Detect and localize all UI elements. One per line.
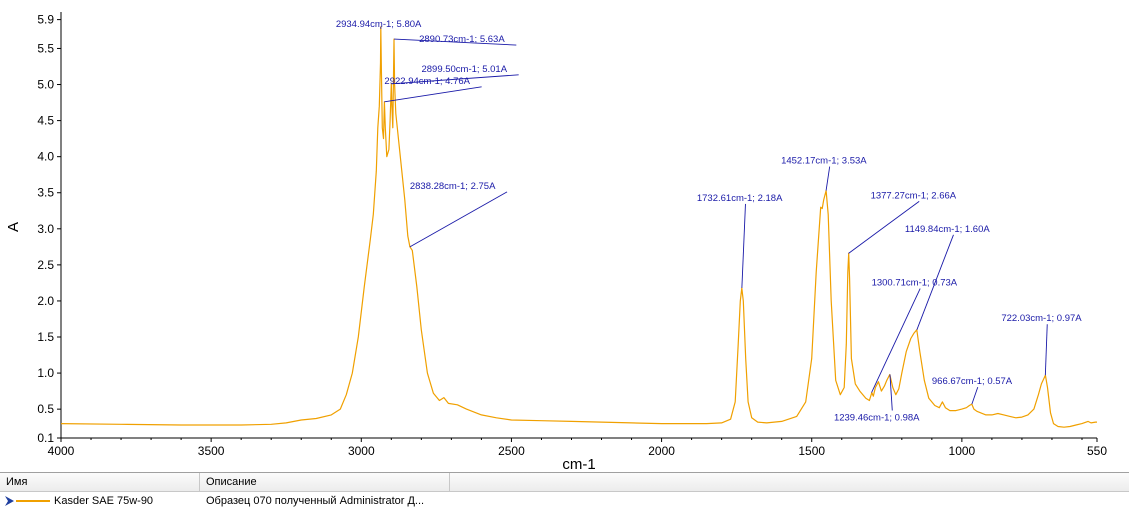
peak-annotation: 2899.50cm-1; 5.01A	[391, 64, 519, 85]
y-tick-label: 5.5	[37, 41, 54, 55]
y-tick-label: 1.5	[37, 330, 54, 344]
peak-label: 1300.71cm-1; 0.73A	[872, 278, 958, 289]
spectrum-chart: 4000 3500 3000 2500 2000 1500 1000 550 0.1 0.5 1.0…	[5, 12, 1107, 472]
peak-label: 2838.28cm-1; 2.75A	[410, 181, 496, 192]
row-name-cell[interactable]: Kasder SAE 75w-90	[0, 492, 200, 510]
peak-label: 1452.17cm-1; 3.53A	[781, 156, 867, 167]
series-color-swatch	[16, 500, 50, 502]
peak-label: 966.67cm-1; 0.57A	[932, 376, 1013, 387]
y-tick-label: 5.0	[37, 78, 54, 92]
x-axis-title: cm-1	[562, 456, 595, 472]
column-header-name[interactable]: Имя	[0, 473, 200, 491]
y-tick-label: 5.9	[37, 13, 54, 27]
peak-leader-line	[848, 200, 920, 254]
y-tick-label: 0.1	[37, 431, 54, 445]
y-tick-label: 2.5	[37, 258, 54, 272]
y-tick-label: 2.0	[37, 294, 54, 308]
peak-label: 2890.73cm-1; 5.63A	[419, 34, 505, 45]
peak-annotation: 2838.28cm-1; 2.75A	[409, 181, 508, 248]
peak-annotation: 1300.71cm-1; 0.73A	[871, 278, 958, 393]
peak-annotation: 1239.46cm-1; 0.98A	[834, 374, 920, 424]
peak-leader-line	[871, 288, 921, 393]
peak-leader-line	[971, 386, 979, 405]
peak-leader-line	[825, 166, 831, 191]
peak-annotation: 722.03cm-1; 0.97A	[1001, 313, 1082, 376]
peak-label: 2922.94cm-1; 4.76A	[384, 76, 470, 87]
column-header-description[interactable]: Описание	[200, 473, 450, 491]
peak-annotation: 1149.84cm-1; 1.60A	[905, 224, 991, 330]
x-tick-label: 3500	[198, 444, 225, 458]
peak-annotation: 2890.73cm-1; 5.63A	[394, 34, 517, 46]
x-tick-label: 3000	[348, 444, 375, 458]
peak-annotation: 2922.94cm-1; 4.76A	[384, 76, 482, 103]
y-axis-title: A	[5, 222, 22, 232]
y-tick-label: 3.5	[37, 186, 54, 200]
peak-annotation: 1377.27cm-1; 2.66A	[848, 190, 957, 254]
y-tick-label: 0.5	[37, 402, 54, 416]
row-pointer-icon	[5, 496, 14, 506]
y-tick-label: 4.0	[37, 150, 54, 164]
peak-leader-line	[889, 374, 893, 411]
peak-annotation: 1452.17cm-1; 3.53A	[781, 156, 867, 191]
peak-leader-line	[916, 234, 954, 330]
peak-label: 2899.50cm-1; 5.01A	[421, 64, 507, 75]
x-tick-label: 1500	[798, 444, 825, 458]
peak-label: 1377.27cm-1; 2.66A	[871, 190, 957, 201]
peak-label: 1732.61cm-1; 2.18A	[697, 193, 783, 204]
legend-table: Имя Описание Kasder SAE 75w-90 Образец 0…	[0, 472, 1129, 510]
peak-label: 722.03cm-1; 0.97A	[1001, 313, 1082, 324]
peak-label: 1239.46cm-1; 0.98A	[834, 413, 920, 424]
series-line-0	[60, 26, 1097, 428]
x-tick-label: 550	[1087, 444, 1107, 458]
table-row[interactable]: Kasder SAE 75w-90 Образец 070 полученный…	[0, 492, 1129, 510]
peak-leader-line	[394, 38, 517, 46]
peak-annotation: 1732.61cm-1; 2.18A	[697, 193, 783, 288]
x-tick-label: 2000	[648, 444, 675, 458]
series-name: Kasder SAE 75w-90	[54, 495, 154, 507]
peak-leader-line	[741, 203, 746, 288]
peak-annotation: 966.67cm-1; 0.57A	[932, 376, 1013, 405]
peak-leader-line	[1044, 324, 1048, 376]
x-tick-label: 1000	[949, 444, 976, 458]
peak-annotation: 2934.94cm-1; 5.80A	[336, 19, 422, 30]
peak-label: 1149.84cm-1; 1.60A	[905, 224, 991, 235]
peak-leader-line	[391, 74, 519, 85]
y-tick-label: 3.0	[37, 222, 54, 236]
row-description-cell: Образец 070 полученный Administrator Д..…	[206, 495, 425, 507]
x-tick-label: 4000	[48, 444, 75, 458]
legend-header: Имя Описание	[0, 473, 1129, 492]
x-tick-label: 2500	[498, 444, 525, 458]
y-tick-label: 4.5	[37, 114, 54, 128]
peak-label: 2934.94cm-1; 5.80A	[336, 19, 422, 30]
peak-leader-line	[409, 191, 508, 248]
y-tick-label: 1.0	[37, 366, 54, 380]
peak-leader-line	[384, 86, 482, 103]
